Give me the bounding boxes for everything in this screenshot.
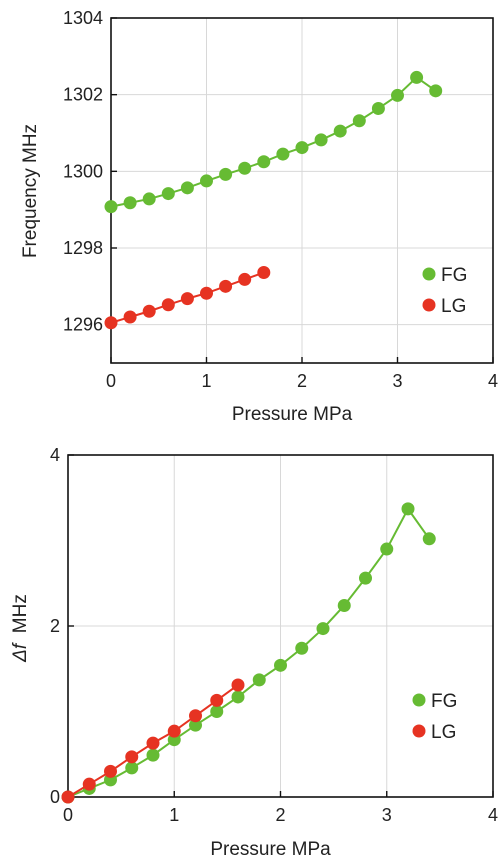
data-point-lg — [200, 286, 213, 300]
data-point-lg — [189, 709, 202, 723]
series-line-fg — [110, 76, 437, 208]
y-axis-unit: MHz — [10, 594, 31, 633]
x-axis-label: Pressure MPa — [232, 404, 353, 425]
frequency-chart: 0 1 2 3 4 1296 1298 1300 1302 1304 Pressure MPa Fre… — [20, 8, 498, 425]
data-point-fg — [161, 187, 175, 201]
y-tick-label: 2 — [50, 616, 60, 636]
data-point-fg — [238, 161, 252, 175]
data-point-fg — [180, 181, 194, 195]
data-point-lg — [61, 790, 75, 804]
data-point-fg — [210, 705, 224, 718]
delta-f-chart: 0 1 2 3 4 0 2 4 Pressure MPa Δf MHz FG LG — [10, 445, 498, 860]
data-point-fg — [189, 718, 202, 732]
data-point-lg — [104, 316, 118, 330]
data-point-lg — [219, 279, 233, 293]
legend-marker-lg — [422, 298, 436, 312]
data-point-lg — [161, 298, 175, 312]
data-point-fg — [200, 174, 213, 188]
x-tick-label: 3 — [382, 805, 392, 825]
x-tick-label: 1 — [169, 805, 179, 825]
x-tick-label: 4 — [488, 371, 498, 391]
x-tick-label: 4 — [488, 805, 498, 825]
data-point-fg — [125, 761, 139, 775]
x-tick-label: 0 — [63, 805, 73, 825]
data-point-fg — [401, 502, 415, 516]
data-point-lg — [167, 724, 181, 738]
data-point-fg — [257, 155, 271, 169]
data-point-fg — [316, 622, 330, 636]
legend-label-fg: FG — [431, 691, 457, 712]
series-line-fg — [67, 506, 431, 798]
x-tick-label: 2 — [297, 371, 307, 391]
legend-marker-fg — [412, 693, 426, 707]
y-tick-label: 1298 — [63, 238, 103, 258]
legend-label-lg: LG — [431, 722, 456, 743]
data-point-fg — [380, 542, 394, 556]
data-point-fg — [276, 147, 290, 161]
data-point-fg — [295, 641, 309, 655]
y-axis-label: Frequency MHz — [20, 124, 41, 258]
data-point-fg — [231, 690, 245, 704]
data-point-lg — [231, 678, 245, 692]
y-tick-label: 1304 — [63, 8, 103, 28]
legend-label-lg: LG — [441, 296, 466, 317]
data-point-fg — [142, 192, 156, 206]
y-axis-label: Δf MHz — [10, 594, 31, 663]
data-point-lg — [257, 266, 271, 280]
data-point-fg — [146, 748, 160, 762]
data-point-fg — [252, 673, 266, 687]
y-tick-label: 1302 — [63, 85, 103, 105]
data-point-fg — [422, 532, 436, 546]
y-tick-label: 1300 — [63, 161, 103, 181]
data-point-fg — [410, 70, 424, 84]
data-point-lg — [82, 777, 96, 791]
data-point-fg — [123, 196, 137, 210]
y-tick-label: 1296 — [63, 315, 103, 335]
x-tick-label: 3 — [392, 371, 402, 391]
y-tick-label: 0 — [50, 787, 60, 807]
data-point-lg — [123, 310, 137, 324]
data-point-fg — [333, 124, 347, 138]
legend-label-fg: FG — [441, 265, 467, 286]
y-axis-spacer — [10, 633, 31, 644]
data-point-lg — [180, 292, 194, 306]
legend-marker-fg — [422, 267, 436, 281]
data-point-lg — [210, 693, 224, 707]
data-point-fg — [371, 101, 385, 115]
x-axis-label: Pressure MPa — [210, 839, 331, 860]
y-tick-label: 4 — [50, 445, 60, 465]
data-point-fg — [429, 84, 443, 98]
data-point-lg — [238, 272, 252, 286]
data-point-fg — [314, 133, 328, 147]
data-point-lg — [146, 736, 160, 750]
data-point-fg — [274, 658, 287, 672]
data-point-lg — [142, 304, 156, 318]
data-point-fg — [391, 88, 404, 102]
data-point-lg — [104, 764, 117, 778]
data-point-fg — [337, 598, 351, 612]
x-tick-label: 2 — [275, 805, 285, 825]
x-tick-label: 0 — [106, 371, 116, 391]
data-point-fg — [104, 200, 118, 214]
data-point-fg — [359, 571, 372, 585]
data-point-lg — [125, 750, 139, 764]
data-point-fg — [219, 167, 233, 181]
data-point-fg — [352, 114, 366, 128]
y-axis-symbol: Δf — [10, 642, 31, 663]
data-point-fg — [295, 141, 309, 155]
x-tick-label: 1 — [201, 371, 211, 391]
legend-marker-lg — [412, 724, 426, 738]
